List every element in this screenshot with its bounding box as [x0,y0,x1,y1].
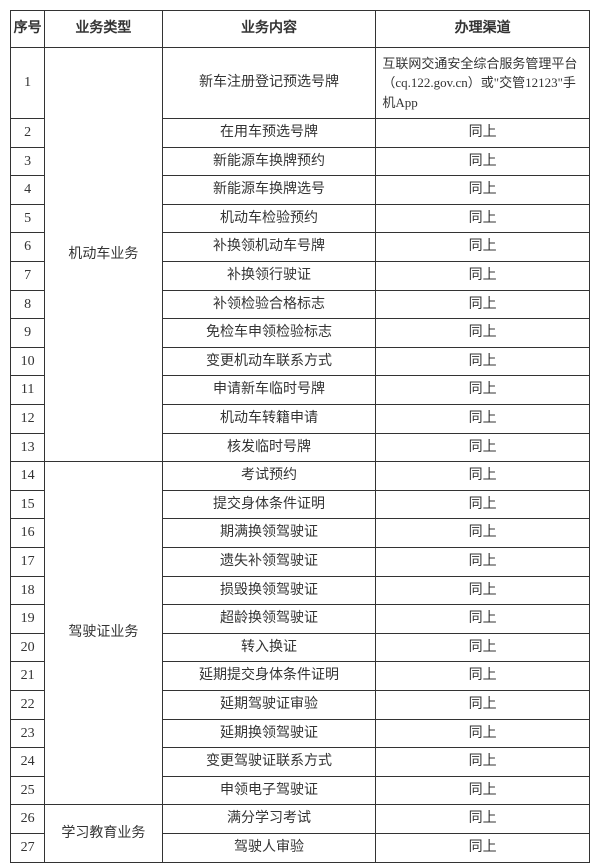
header-channel: 办理渠道 [376,11,590,48]
row-num: 20 [11,633,45,662]
row-content: 在用车预选号牌 [162,119,376,148]
row-num: 9 [11,319,45,348]
row-channel: 同上 [376,490,590,519]
row-num: 26 [11,805,45,834]
row-channel: 同上 [376,662,590,691]
row-num: 16 [11,519,45,548]
row-num: 22 [11,690,45,719]
row-content: 新能源车换牌选号 [162,176,376,205]
row-channel: 同上 [376,119,590,148]
row-content: 免检车申领检验标志 [162,319,376,348]
row-content: 损毁换领驾驶证 [162,576,376,605]
row-num: 3 [11,147,45,176]
header-content: 业务内容 [162,11,376,48]
row-content: 申领电子驾驶证 [162,776,376,805]
table-row: 14 驾驶证业务 考试预约 同上 [11,462,590,491]
row-num: 10 [11,347,45,376]
row-content: 考试预约 [162,462,376,491]
row-content: 延期提交身体条件证明 [162,662,376,691]
row-content: 延期换领驾驶证 [162,719,376,748]
row-num: 2 [11,119,45,148]
row-channel: 同上 [376,233,590,262]
row-num: 24 [11,748,45,777]
row-channel: 同上 [376,176,590,205]
header-type: 业务类型 [45,11,163,48]
row-num: 14 [11,462,45,491]
row-num: 23 [11,719,45,748]
row-channel: 同上 [376,833,590,862]
row-content: 驾驶人审验 [162,833,376,862]
row-channel: 同上 [376,405,590,434]
row-channel: 同上 [376,633,590,662]
row-channel: 同上 [376,690,590,719]
row-num: 18 [11,576,45,605]
row-num: 21 [11,662,45,691]
row-content: 满分学习考试 [162,805,376,834]
category-vehicle: 机动车业务 [45,47,163,462]
header-num: 序号 [11,11,45,48]
row-channel: 同上 [376,805,590,834]
row-content: 机动车检验预约 [162,204,376,233]
row-content: 申请新车临时号牌 [162,376,376,405]
row-content: 机动车转籍申请 [162,405,376,434]
row-num: 7 [11,262,45,291]
category-education: 学习教育业务 [45,805,163,862]
row-content: 遗失补领驾驶证 [162,548,376,577]
row-content: 补换领行驶证 [162,262,376,291]
row-channel: 同上 [376,548,590,577]
row-channel-main: 互联网交通安全综合服务管理平台（cq.122.gov.cn）或"交管12123"… [376,47,590,119]
row-num: 11 [11,376,45,405]
row-num: 25 [11,776,45,805]
row-channel: 同上 [376,433,590,462]
category-license: 驾驶证业务 [45,462,163,805]
row-channel: 同上 [376,347,590,376]
row-channel: 同上 [376,776,590,805]
row-content: 新车注册登记预选号牌 [162,47,376,119]
row-channel: 同上 [376,719,590,748]
row-num: 8 [11,290,45,319]
row-channel: 同上 [376,605,590,634]
row-num: 19 [11,605,45,634]
row-num: 15 [11,490,45,519]
services-table: 序号 业务类型 业务内容 办理渠道 1 机动车业务 新车注册登记预选号牌 互联网… [10,10,590,863]
row-num: 13 [11,433,45,462]
row-content: 核发临时号牌 [162,433,376,462]
row-channel: 同上 [376,748,590,777]
row-channel: 同上 [376,262,590,291]
row-channel: 同上 [376,290,590,319]
row-content: 变更驾驶证联系方式 [162,748,376,777]
table-header-row: 序号 业务类型 业务内容 办理渠道 [11,11,590,48]
row-channel: 同上 [376,147,590,176]
row-content: 期满换领驾驶证 [162,519,376,548]
row-content: 提交身体条件证明 [162,490,376,519]
row-num: 1 [11,47,45,119]
row-num: 4 [11,176,45,205]
row-content: 变更机动车联系方式 [162,347,376,376]
row-content: 新能源车换牌预约 [162,147,376,176]
row-channel: 同上 [376,462,590,491]
row-content: 补换领机动车号牌 [162,233,376,262]
row-channel: 同上 [376,319,590,348]
row-content: 转入换证 [162,633,376,662]
table-row: 26 学习教育业务 满分学习考试 同上 [11,805,590,834]
table-row: 1 机动车业务 新车注册登记预选号牌 互联网交通安全综合服务管理平台（cq.12… [11,47,590,119]
row-content: 延期驾驶证审验 [162,690,376,719]
row-channel: 同上 [376,204,590,233]
row-num: 6 [11,233,45,262]
row-channel: 同上 [376,519,590,548]
row-content: 超龄换领驾驶证 [162,605,376,634]
row-num: 27 [11,833,45,862]
row-num: 17 [11,548,45,577]
row-channel: 同上 [376,376,590,405]
row-channel: 同上 [376,576,590,605]
row-num: 12 [11,405,45,434]
row-num: 5 [11,204,45,233]
row-content: 补领检验合格标志 [162,290,376,319]
